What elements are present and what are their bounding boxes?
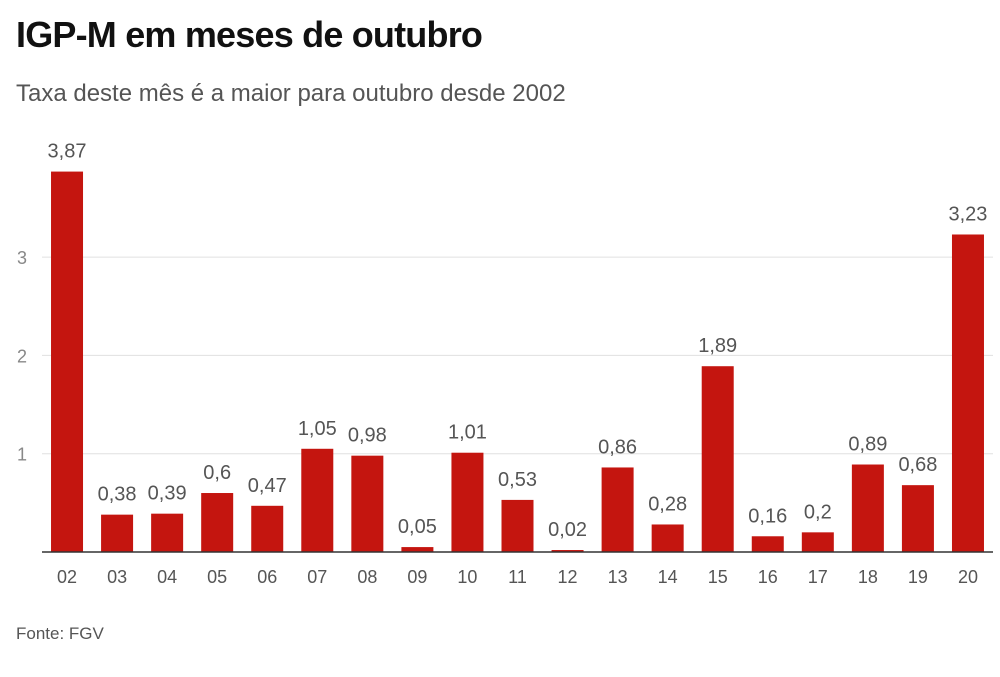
data-label: 0,05: [398, 516, 437, 538]
x-tick-label: 09: [407, 567, 427, 587]
bar: [551, 550, 584, 552]
chart-title: IGP-M em meses de outubro: [16, 14, 483, 55]
y-tick-label: 1: [17, 445, 27, 465]
bar: [901, 485, 934, 552]
data-label: 1,01: [448, 422, 487, 444]
bar: [701, 366, 734, 552]
x-tick-label: 08: [357, 567, 377, 587]
x-tick-label: 15: [708, 567, 728, 587]
data-label: 0,47: [248, 475, 287, 497]
bar: [651, 524, 684, 552]
data-label: 0,98: [348, 425, 387, 447]
data-label: 0,02: [548, 519, 587, 541]
bar: [601, 467, 634, 552]
x-tick-label: 07: [307, 567, 327, 587]
data-label: 0,6: [203, 462, 231, 484]
x-tick-label: 17: [808, 567, 828, 587]
bar: [851, 464, 884, 552]
data-label: 1,05: [298, 418, 337, 440]
bar: [401, 547, 434, 552]
x-tick-label: 20: [958, 567, 978, 587]
bar: [201, 493, 234, 552]
bar: [751, 536, 784, 552]
x-tick-label: 05: [207, 567, 227, 587]
data-label: 3,87: [48, 141, 87, 163]
x-tick-label: 14: [658, 567, 678, 587]
bar: [251, 505, 284, 552]
x-tick-label: 11: [508, 567, 527, 587]
bars: [51, 171, 984, 553]
bar: [101, 514, 134, 552]
data-label: 0,38: [98, 484, 137, 506]
data-label: 1,89: [698, 335, 737, 357]
x-tick-label: 16: [758, 567, 778, 587]
x-tick-label: 19: [908, 567, 928, 587]
bar: [801, 532, 834, 552]
x-tick-label: 18: [858, 567, 878, 587]
data-label: 0,28: [648, 493, 687, 515]
x-tick-label: 13: [608, 567, 628, 587]
x-tick-label: 10: [457, 567, 477, 587]
x-tick-label: 12: [558, 567, 578, 587]
gridlines: [42, 256, 993, 455]
x-tick-label: 06: [257, 567, 277, 587]
y-tick-label: 2: [17, 346, 27, 366]
data-label: 0,39: [148, 483, 187, 505]
bar: [351, 455, 384, 552]
source-note: Fonte: FGV: [16, 624, 104, 643]
data-label: 0,89: [848, 434, 887, 456]
bar: [151, 513, 184, 552]
x-tick-label: 03: [107, 567, 127, 587]
x-tick-label: 02: [57, 567, 77, 587]
data-label: 3,23: [949, 203, 988, 225]
chart-subtitle: Taxa deste mês é a maior para outubro de…: [16, 80, 566, 107]
x-tick-label: 04: [157, 567, 177, 587]
data-label: 0,16: [748, 505, 787, 527]
bar: [951, 234, 984, 552]
data-label: 0,68: [898, 454, 937, 476]
bar: [451, 452, 484, 552]
labels: 1233,87020,38030,39040,6050,47061,05070,…: [17, 141, 987, 587]
y-tick-label: 3: [17, 248, 27, 268]
data-label: 0,86: [598, 436, 637, 458]
data-label: 0,53: [498, 469, 537, 491]
bar: [501, 499, 534, 552]
data-label: 0,2: [804, 501, 832, 523]
bar: [301, 448, 334, 552]
bar: [51, 171, 84, 553]
